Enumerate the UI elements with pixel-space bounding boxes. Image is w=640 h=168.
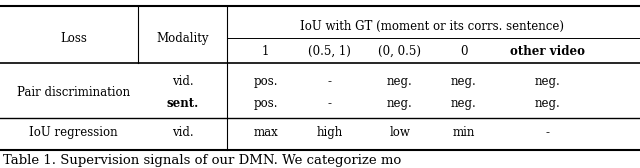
Text: 1: 1 xyxy=(262,45,269,58)
Text: -: - xyxy=(328,97,332,110)
Text: pos.: pos. xyxy=(253,97,278,110)
Text: neg.: neg. xyxy=(387,97,413,110)
Text: -: - xyxy=(328,75,332,88)
Text: low: low xyxy=(390,126,410,139)
Text: (0.5, 1): (0.5, 1) xyxy=(308,45,351,58)
Text: sent.: sent. xyxy=(166,97,198,110)
Text: Modality: Modality xyxy=(156,32,209,45)
Text: neg.: neg. xyxy=(387,75,413,88)
Text: min: min xyxy=(453,126,475,139)
Text: neg.: neg. xyxy=(451,97,477,110)
Text: Loss: Loss xyxy=(60,32,87,45)
Text: vid.: vid. xyxy=(172,75,193,88)
Text: max: max xyxy=(253,126,278,139)
Text: Pair discrimination: Pair discrimination xyxy=(17,86,130,99)
Text: high: high xyxy=(316,126,343,139)
Text: pos.: pos. xyxy=(253,75,278,88)
Text: Table 1. Supervision signals of our DMN. We categorize mo: Table 1. Supervision signals of our DMN.… xyxy=(3,154,401,167)
Text: neg.: neg. xyxy=(451,75,477,88)
Text: other video: other video xyxy=(509,45,585,58)
Text: neg.: neg. xyxy=(534,97,560,110)
Text: 0: 0 xyxy=(460,45,468,58)
Text: IoU with GT (moment or its corrs. sentence): IoU with GT (moment or its corrs. senten… xyxy=(300,19,564,33)
Text: -: - xyxy=(545,126,549,139)
Text: IoU regression: IoU regression xyxy=(29,126,118,139)
Text: (0, 0.5): (0, 0.5) xyxy=(378,45,422,58)
Text: vid.: vid. xyxy=(172,126,193,139)
Text: neg.: neg. xyxy=(534,75,560,88)
